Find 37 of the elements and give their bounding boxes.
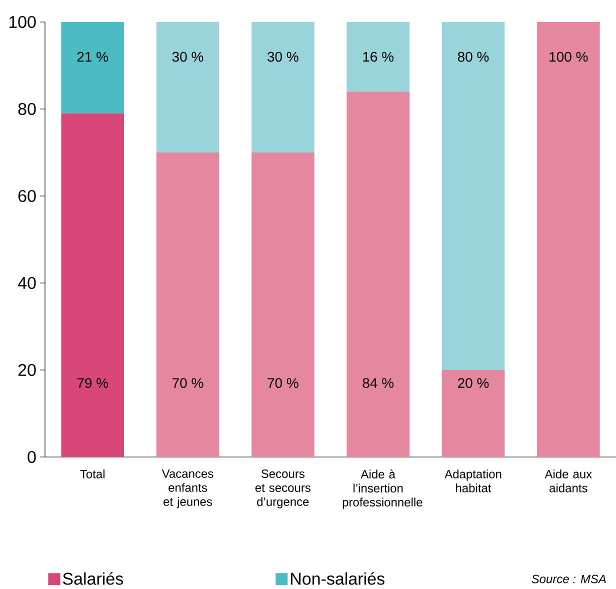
x-tick-label: Aide à l’insertion professionnelle [342,470,422,509]
bar [346,22,410,92]
bar [61,113,124,457]
x-tick-label: Aide aux aidants [544,470,592,492]
data-label: 30 % [267,52,298,62]
data-label: 21 % [77,52,108,62]
data-label: 20 % [458,378,489,388]
legend-label: Salariés [62,572,123,585]
bar [252,22,314,152]
data-label: 79 % [77,378,108,388]
x-tick-label: Secours et secours d’urgence [255,470,310,508]
bar [156,22,220,152]
x-tick-label: Adaptation habitat [444,470,502,492]
data-label: 30 % [172,52,204,62]
bar [156,152,220,457]
bar [537,22,600,457]
bar [61,22,124,114]
y-tick-label: 0 [28,450,36,464]
source-note: Source : MSA [532,574,606,584]
bar [252,152,314,457]
y-tick-label: 40 [18,276,36,290]
data-label: 16 % [363,52,394,62]
x-tick-label: Vacances enfants et jeunes [162,470,214,508]
y-tick-label: 60 [18,190,36,202]
bar [346,92,410,457]
data-label: 70 % [268,378,298,388]
y-tick-label: 20 [18,364,36,376]
bar [442,22,505,370]
data-label: 100 % [550,52,588,62]
data-label: 70 % [172,378,204,388]
bar [442,370,505,457]
x-tick-label: Total [80,470,104,478]
data-label: 80 % [458,52,489,62]
y-tick-label: 80 [18,102,36,116]
data-label: 84 % [362,378,394,388]
y-tick-label: 100 [9,16,36,28]
legend-label: Non-salariés [291,572,384,585]
